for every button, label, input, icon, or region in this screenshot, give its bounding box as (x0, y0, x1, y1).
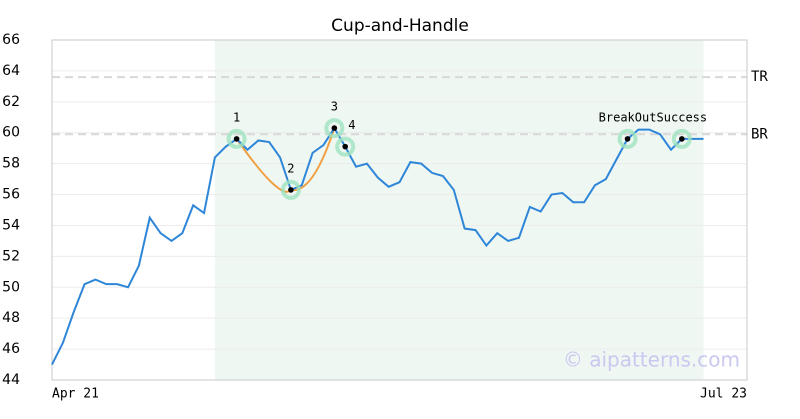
point-label: 4 (348, 118, 355, 132)
reference-label: TR (751, 69, 768, 85)
chart-title: Cup-and-Handle (331, 16, 469, 36)
point-marker (342, 143, 349, 150)
y-tick-label: 62 (2, 94, 20, 110)
point-label: 1 (233, 110, 240, 124)
y-tick-label: 48 (2, 310, 20, 326)
x-tick-label: Apr 21 (52, 387, 99, 402)
point-label: Success (657, 110, 708, 124)
point-halo (617, 128, 638, 149)
point-halo (671, 128, 692, 149)
point-label: 2 (287, 161, 294, 175)
y-tick-label: 46 (2, 341, 20, 357)
y-tick-label: 60 (2, 125, 20, 141)
watermark: © aipatterns.com (563, 348, 740, 372)
point-marker (624, 136, 631, 142)
plot-frame (51, 39, 748, 381)
y-tick-label: 50 (2, 279, 20, 295)
point-label: 3 (331, 100, 338, 114)
y-tick-label: 44 (2, 372, 20, 388)
y-tick-label: 66 (2, 32, 20, 48)
y-tick-label: 56 (2, 187, 20, 203)
y-tick-label: 54 (2, 217, 20, 233)
point-halo (324, 118, 345, 139)
point-halo (280, 179, 301, 200)
y-tick-label: 52 (2, 248, 20, 264)
x-tick-label: Jul 23 (700, 387, 747, 402)
price-line (51, 126, 704, 365)
y-tick-label: 64 (2, 63, 20, 79)
point-halo (335, 136, 356, 157)
point-marker (679, 136, 685, 142)
reference-label: BR (751, 126, 768, 142)
point-label: BreakOut (599, 110, 657, 124)
point-marker (331, 125, 338, 131)
point-halo (226, 128, 247, 149)
point-marker (233, 136, 240, 142)
point-marker (288, 187, 294, 193)
y-tick-label: 58 (2, 156, 20, 172)
